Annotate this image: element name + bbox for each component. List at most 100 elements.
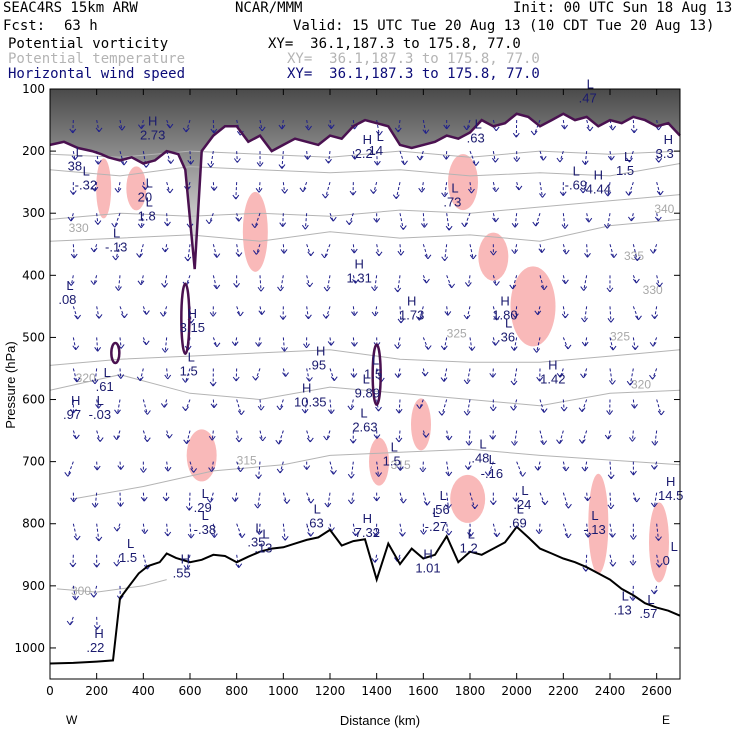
y-tick-label: 400 xyxy=(22,268,45,282)
wind-vector-head xyxy=(421,223,428,228)
wind-vector xyxy=(352,368,355,378)
extremum-value: .08 xyxy=(58,292,76,307)
extremum-letter: L xyxy=(377,129,384,144)
wind-vector xyxy=(656,399,662,416)
wind-vector xyxy=(586,244,588,258)
wind-vector xyxy=(187,244,191,262)
pv-positive-patch xyxy=(588,473,609,574)
wind-vector xyxy=(119,337,122,349)
wind-vector-head xyxy=(347,405,355,411)
wind-vector xyxy=(119,492,122,507)
wind-vector xyxy=(446,492,449,509)
wind-vector-head xyxy=(235,217,243,222)
terrain-surface-line xyxy=(49,525,681,665)
wind-vector xyxy=(443,337,448,350)
wind-vector-head xyxy=(609,345,617,351)
wind-vector-head xyxy=(373,496,381,502)
wind-vector-head xyxy=(235,563,243,568)
wind-vector xyxy=(656,523,660,541)
wind-vector-head xyxy=(258,310,266,315)
wind-vector xyxy=(584,337,588,347)
wind-vector xyxy=(302,181,308,192)
wind-vector xyxy=(119,150,125,166)
wind-vector-head xyxy=(118,125,126,131)
extremum-letter: L xyxy=(97,393,104,408)
extremum-value: 1.5 xyxy=(180,364,198,379)
extremum-value: 38 xyxy=(68,159,82,174)
wind-vector-head xyxy=(161,283,168,288)
wind-vector-head xyxy=(562,466,570,472)
wind-vector xyxy=(631,430,634,442)
wind-vector-head xyxy=(303,465,311,470)
wind-vector-head xyxy=(609,125,617,131)
wind-vector-head xyxy=(159,311,167,317)
pv-positive-patch xyxy=(649,502,669,583)
wind-vector xyxy=(93,585,98,598)
theta-contour-label: 330 xyxy=(643,283,663,297)
wind-vector-head xyxy=(650,502,658,508)
wind-vector xyxy=(212,244,218,258)
wind-vector-head xyxy=(190,468,198,473)
wind-vector xyxy=(514,244,518,254)
wind-vector-head xyxy=(541,500,549,506)
wind-vector-head xyxy=(114,409,121,415)
wind-vector xyxy=(513,399,518,411)
wind-vector xyxy=(257,492,261,509)
wind-vector xyxy=(210,151,214,168)
pv-positive-patch xyxy=(242,191,268,272)
valid-time-label: Valid: 15 UTC Tue 20 Aug 13 (10 CDT Tue … xyxy=(293,18,715,34)
wind-vector-head xyxy=(579,188,587,194)
extremum-value: 1.8 xyxy=(138,208,156,223)
wind-vector xyxy=(212,337,218,347)
wind-vector-head xyxy=(255,342,262,347)
wind-vector-head xyxy=(120,313,128,319)
extremum-letter: L xyxy=(587,76,594,91)
extremum-value: 1.80 xyxy=(492,308,517,323)
wind-vector-head xyxy=(584,532,592,538)
wind-vector xyxy=(114,213,121,228)
extremum-value: .55 xyxy=(173,565,191,580)
wind-vector-head xyxy=(463,410,471,416)
wind-vector xyxy=(609,306,612,323)
wind-vector-head xyxy=(301,408,309,414)
wind-vector xyxy=(584,151,588,165)
wind-vector-head xyxy=(95,314,103,319)
extremum-value: .29 xyxy=(194,500,212,515)
wind-vector xyxy=(539,244,543,253)
legend-theta-xy: XY= 36.1,187.3 to 175.8, 77.0 xyxy=(287,51,540,67)
wind-vector-head xyxy=(94,347,102,352)
wind-vector-head xyxy=(208,467,215,472)
pv-positive-patch xyxy=(96,158,112,219)
x-tick-label: 600 xyxy=(179,684,202,698)
wind-vector-head xyxy=(461,222,469,228)
wind-vector-head xyxy=(141,185,149,191)
wind-vector xyxy=(324,244,331,259)
wind-vector-head xyxy=(209,381,217,387)
wind-vector-head xyxy=(345,220,353,225)
wind-vector xyxy=(539,492,546,506)
wind-vector xyxy=(96,119,100,132)
wind-vector-head xyxy=(347,473,355,479)
wind-vector-head xyxy=(213,284,221,290)
wind-vector-head xyxy=(491,341,499,346)
wind-vector xyxy=(469,150,477,166)
wind-vector xyxy=(586,523,589,538)
theta-contour-label: 325 xyxy=(610,330,630,344)
wind-vector xyxy=(374,306,378,317)
wind-vector-head xyxy=(581,317,588,323)
wind-vector-head xyxy=(651,314,659,319)
wind-vector-head xyxy=(70,497,78,503)
extremum-letter: L xyxy=(573,163,580,178)
wind-vector xyxy=(537,306,541,315)
extremum-letter: L xyxy=(202,508,209,523)
wind-vector-head xyxy=(530,130,538,136)
wind-vector-head xyxy=(231,341,239,346)
wind-vector xyxy=(236,399,242,415)
wind-vector xyxy=(72,306,79,320)
theta-contour-line xyxy=(73,448,681,500)
extremum-letter: L xyxy=(262,527,269,542)
wind-vector xyxy=(469,182,472,194)
extremum-value: .63 xyxy=(306,516,324,531)
wind-vector xyxy=(395,182,401,199)
wind-vector xyxy=(446,306,449,316)
